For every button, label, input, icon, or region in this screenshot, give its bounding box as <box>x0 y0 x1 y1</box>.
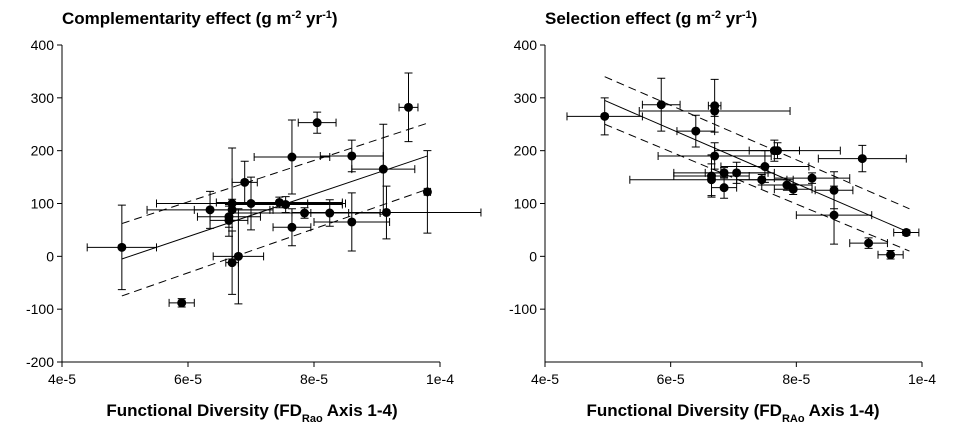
title-part: ) <box>752 9 758 28</box>
y-tick-label: -100 <box>26 301 54 317</box>
point <box>287 152 297 162</box>
x-tick-label: 4e-5 <box>531 371 559 387</box>
point <box>760 162 770 172</box>
point <box>829 210 839 220</box>
point <box>719 183 729 193</box>
point <box>404 102 413 112</box>
x-tick-label: 8e-5 <box>782 371 810 387</box>
x-tick-label: 6e-5 <box>657 371 685 387</box>
point <box>287 222 297 232</box>
x-tick-label: 8e-5 <box>300 371 328 387</box>
point <box>656 100 666 110</box>
fit-line <box>121 155 428 260</box>
point <box>227 205 237 215</box>
title-superscript: -1 <box>742 9 752 21</box>
y-tick-label: 100 <box>514 196 538 212</box>
title-part: yr <box>301 9 322 28</box>
x-axis-label: Functional Diversity (FDRao Axis 1-4) <box>106 401 397 425</box>
title-part: yr <box>721 9 742 28</box>
chart-title: Complementarity effect (g m-2 yr-1) <box>62 9 338 28</box>
point <box>857 154 867 164</box>
point <box>117 242 127 252</box>
x-label-part: Axis 1-4) <box>323 401 398 420</box>
x-label-part: Axis 1-4) <box>805 401 880 420</box>
point <box>807 173 817 183</box>
x-tick-label: 6e-5 <box>174 371 202 387</box>
y-tick-label: 200 <box>514 143 538 159</box>
title-superscript: -2 <box>711 9 721 21</box>
point <box>788 184 798 194</box>
point <box>312 118 322 128</box>
y-tick-label: -100 <box>509 301 537 317</box>
point <box>246 199 256 208</box>
x-label-part: Functional Diversity (FD <box>586 401 782 420</box>
ci-upper-line <box>121 122 428 225</box>
y-tick-label: 400 <box>514 37 538 53</box>
point <box>177 298 187 308</box>
point <box>772 146 782 156</box>
point <box>422 187 432 197</box>
title-part: ) <box>332 9 338 28</box>
y-tick-label: 300 <box>31 90 55 106</box>
title-part: Complementarity effect (g m <box>62 9 292 28</box>
y-tick-label: 0 <box>46 248 54 264</box>
y-tick-label: 400 <box>31 37 55 53</box>
x-tick-label: 1e-4 <box>908 371 936 387</box>
title-superscript: -1 <box>322 9 332 21</box>
point <box>281 200 291 210</box>
point <box>710 106 720 116</box>
title-superscript: -2 <box>292 9 302 21</box>
x-label-part: Functional Diversity (FD <box>106 401 302 420</box>
point <box>300 208 310 218</box>
y-tick-label: 0 <box>529 248 537 264</box>
point <box>732 168 742 178</box>
point <box>347 217 357 227</box>
x-label-subscript: Rao <box>302 413 323 425</box>
point <box>240 177 250 187</box>
point <box>901 228 911 238</box>
point <box>325 208 335 218</box>
ci-lower-line <box>121 188 428 297</box>
point <box>233 251 243 261</box>
point <box>227 258 237 268</box>
ci-lower-line <box>604 123 910 252</box>
point <box>378 164 388 174</box>
chart-title: Selection effect (g m-2 yr-1) <box>545 9 757 28</box>
y-tick-label: 100 <box>31 196 55 212</box>
y-tick-label: 300 <box>514 90 538 106</box>
point <box>864 238 874 248</box>
point <box>347 151 357 161</box>
y-tick-label: -200 <box>26 354 54 370</box>
point <box>600 111 610 121</box>
x-tick-label: 1e-4 <box>426 371 454 387</box>
x-axis-label: Functional Diversity (FDRAo Axis 1-4) <box>586 401 879 425</box>
x-tick-label: 4e-5 <box>48 371 76 387</box>
y-tick-label: 200 <box>31 143 55 159</box>
title-part: Selection effect (g m <box>545 9 711 28</box>
ci-upper-line <box>604 76 910 210</box>
point <box>707 175 717 185</box>
point <box>710 151 720 161</box>
x-label-subscript: RAo <box>782 413 805 425</box>
point <box>691 126 701 136</box>
point <box>381 207 391 217</box>
point <box>886 250 896 260</box>
